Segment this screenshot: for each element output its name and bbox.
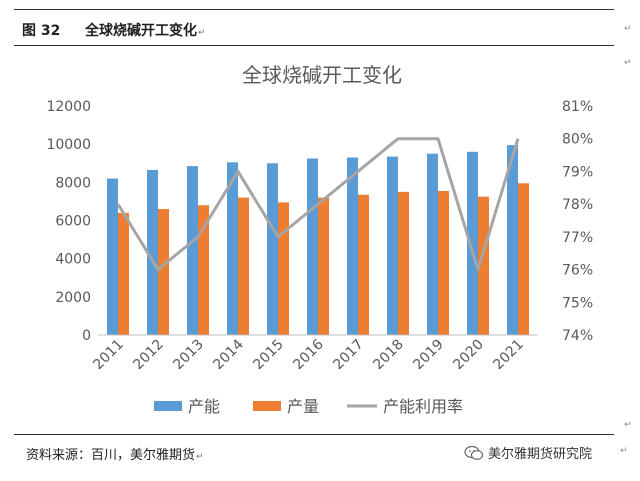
x-tick-label: 2013 bbox=[170, 337, 207, 374]
paragraph-mark-right-2: ↵ bbox=[624, 58, 632, 68]
left-axis: 0 2000 4000 6000 8000 10000 12000 bbox=[46, 99, 91, 344]
output-bar bbox=[118, 212, 129, 335]
x-tick-label: 2012 bbox=[130, 337, 167, 374]
wechat-icon bbox=[464, 445, 484, 460]
capacity-bar bbox=[107, 178, 118, 335]
output-bar bbox=[438, 190, 449, 335]
figure-label: 图 32 bbox=[22, 23, 61, 39]
left-tick-label: 12000 bbox=[46, 99, 91, 115]
left-tick-label: 8000 bbox=[55, 175, 91, 191]
paragraph-mark: ↵ bbox=[198, 28, 206, 38]
legend: 产能 产量 产能利用率 bbox=[154, 397, 463, 416]
left-tick-label: 0 bbox=[82, 328, 91, 344]
output-bar bbox=[358, 194, 369, 335]
capacity-bar bbox=[187, 166, 198, 335]
chart-title: 全球烧碱开工变化 bbox=[242, 63, 402, 87]
right-tick-label: 80% bbox=[562, 132, 593, 148]
capacity-bar bbox=[267, 163, 278, 335]
x-axis: 2011 2012 2013 2014 2015 2016 2017 2018 2019 2020… bbox=[90, 334, 538, 374]
right-tick-label: 77% bbox=[562, 230, 593, 246]
paragraph-mark-right: ↵ bbox=[624, 24, 632, 34]
legend-label-capacity: 产能 bbox=[188, 397, 220, 416]
output-bar bbox=[518, 183, 529, 335]
capacity-bar bbox=[147, 169, 158, 335]
right-tick-label: 76% bbox=[562, 263, 593, 279]
output-bar bbox=[198, 205, 209, 335]
left-tick-label: 2000 bbox=[55, 290, 91, 306]
capacity-bar bbox=[227, 162, 238, 335]
x-tick-label: 2019 bbox=[410, 337, 447, 374]
output-bar bbox=[478, 196, 489, 335]
right-axis: 74% 75% 76% 77% 78% 79% 80% 81% bbox=[562, 99, 593, 344]
paragraph-mark-right-3: ↵ bbox=[624, 420, 632, 430]
capacity-bar bbox=[347, 157, 358, 335]
x-tick-label: 2015 bbox=[250, 337, 287, 374]
brand-name: 美尔雅期货研究院 bbox=[488, 447, 593, 462]
capacity-bar bbox=[467, 151, 478, 335]
x-tick-label: 2016 bbox=[290, 336, 327, 373]
utilization-line bbox=[116, 137, 520, 272]
footer-rule bbox=[14, 434, 614, 435]
right-tick-label: 81% bbox=[562, 99, 593, 115]
capacity-bar bbox=[427, 153, 438, 335]
x-tick-label: 2017 bbox=[330, 337, 367, 374]
legend-label-utilization: 产能利用率 bbox=[383, 397, 463, 416]
source-note: 资料来源：百川，美尔雅期货↵ bbox=[26, 448, 204, 463]
right-tick-label: 79% bbox=[562, 164, 593, 180]
output-bar bbox=[238, 197, 249, 335]
figure-title: 全球烧碱开工变化↵ bbox=[85, 23, 206, 39]
output-bar bbox=[278, 202, 289, 335]
legend-label-output: 产量 bbox=[287, 397, 319, 416]
header-rule bbox=[14, 45, 614, 46]
left-tick-label: 4000 bbox=[55, 252, 91, 268]
output-bar bbox=[318, 197, 329, 335]
x-tick-label: 2018 bbox=[370, 337, 407, 374]
right-tick-label: 74% bbox=[562, 328, 593, 344]
utilization-line-group bbox=[116, 137, 520, 272]
x-tick-label: 2020 bbox=[450, 337, 487, 374]
right-tick-label: 78% bbox=[562, 197, 593, 213]
x-tick-label: 2011 bbox=[90, 337, 127, 374]
paragraph-mark-footer: ↵ bbox=[620, 446, 628, 456]
left-tick-label: 6000 bbox=[55, 214, 91, 230]
top-rule bbox=[14, 9, 614, 10]
legend-swatch-output bbox=[253, 401, 281, 411]
right-tick-label: 75% bbox=[562, 295, 593, 311]
capacity-bar bbox=[507, 145, 518, 335]
x-tick-label: 2014 bbox=[210, 336, 247, 373]
output-bar bbox=[158, 209, 169, 335]
source-paragraph-mark: ↵ bbox=[196, 452, 204, 462]
x-tick-label: 2021 bbox=[490, 337, 527, 374]
output-bar bbox=[398, 191, 409, 335]
legend-swatch-capacity bbox=[154, 401, 182, 411]
bar-group bbox=[107, 145, 529, 335]
capacity-bar bbox=[307, 158, 318, 335]
capacity-bar bbox=[387, 156, 398, 335]
left-tick-label: 10000 bbox=[46, 137, 91, 153]
